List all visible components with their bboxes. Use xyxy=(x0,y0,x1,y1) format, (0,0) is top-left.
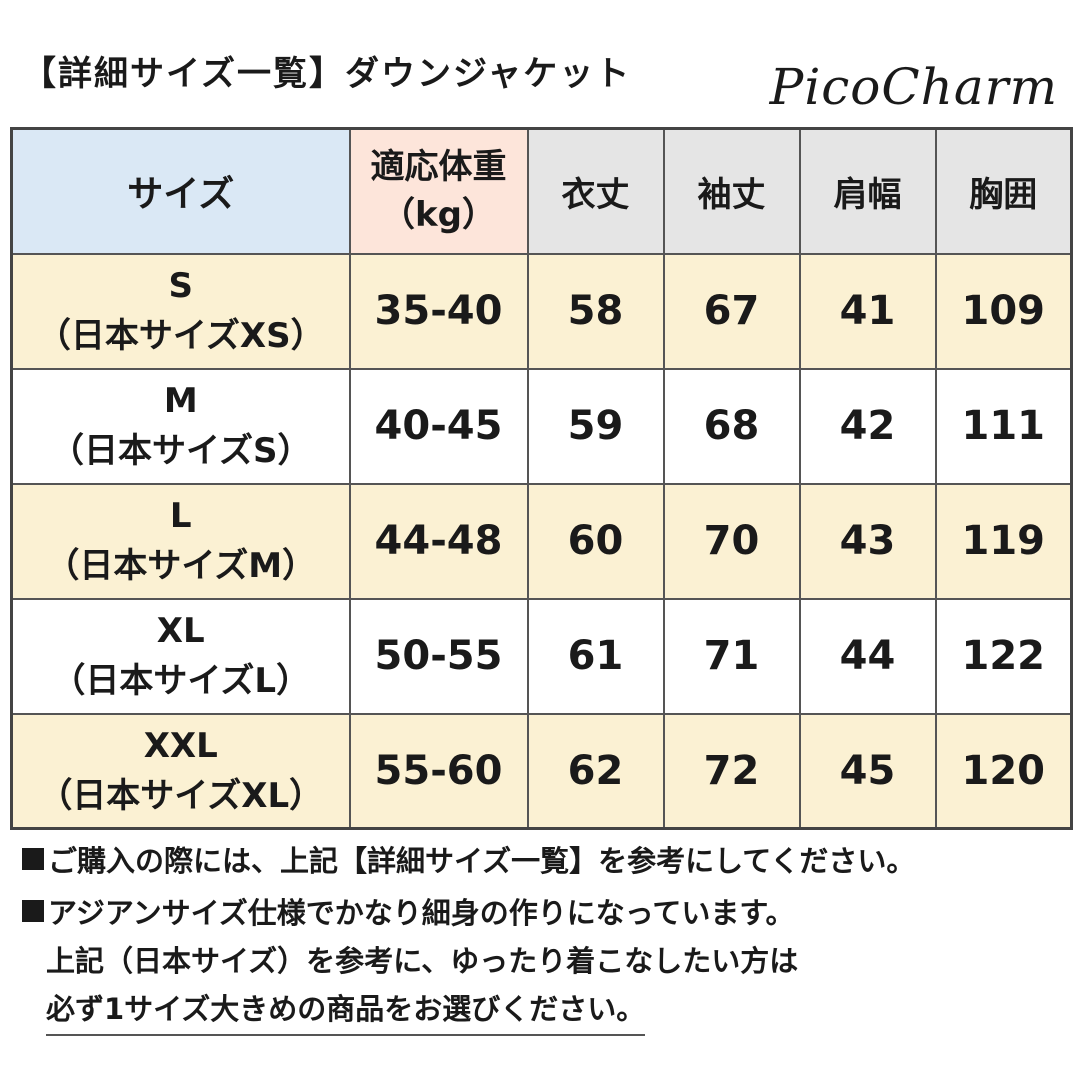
shoulder-cell: 45 xyxy=(798,712,937,830)
size-label: XL xyxy=(156,611,205,651)
table-row: XL （日本サイズL） 50-55 61 71 44 122 xyxy=(10,597,1073,715)
sleeve-cell: 70 xyxy=(662,482,801,600)
sleeve-cell: 71 xyxy=(662,597,801,715)
square-bullet-icon xyxy=(22,848,44,870)
size-cell: XXL （日本サイズXL） xyxy=(10,712,351,830)
size-label: XXL xyxy=(143,725,218,766)
size-table: サイズ 適応体重 （kg） 衣丈 袖丈 肩幅 胸囲 S （日本サイズXS） 35… xyxy=(10,127,1073,830)
note-text: ご購入の際には、上記【詳細サイズ一覧】を参考にしてください。 xyxy=(48,844,916,878)
jp-size-label: （日本サイズL） xyxy=(51,661,311,701)
size-cell: L （日本サイズM） xyxy=(10,482,351,600)
jp-size-label: （日本サイズXS） xyxy=(36,316,325,356)
jp-size-label: （日本サイズXL） xyxy=(38,775,324,816)
header-chest: 胸囲 xyxy=(934,127,1073,255)
header-weight-line1: 適応体重 xyxy=(370,147,507,188)
size-label: L xyxy=(169,496,192,536)
note-line-2: アジアンサイズ仕様でかなり細身の作りになっています。 xyxy=(22,890,794,932)
length-cell: 58 xyxy=(526,252,665,370)
jp-size-label: （日本サイズM） xyxy=(45,546,317,586)
table-row: S （日本サイズXS） 35-40 58 67 41 109 xyxy=(10,252,1073,370)
table-header-row: サイズ 適応体重 （kg） 衣丈 袖丈 肩幅 胸囲 xyxy=(10,127,1073,255)
shoulder-cell: 43 xyxy=(798,482,937,600)
length-cell: 62 xyxy=(526,712,665,830)
table-row: L （日本サイズM） 44-48 60 70 43 119 xyxy=(10,482,1073,600)
note-line-3: 上記（日本サイズ）を参考に、ゆったり着こなしたい方は xyxy=(46,944,799,978)
table-row: XXL （日本サイズXL） 55-60 62 72 45 120 xyxy=(10,712,1073,830)
shoulder-cell: 44 xyxy=(798,597,937,715)
length-cell: 60 xyxy=(526,482,665,600)
brand-logo: PicoCharm xyxy=(769,58,1058,116)
size-cell: XL （日本サイズL） xyxy=(10,597,351,715)
chest-cell: 111 xyxy=(934,367,1073,485)
size-cell: S （日本サイズXS） xyxy=(10,252,351,370)
length-cell: 61 xyxy=(526,597,665,715)
sleeve-cell: 72 xyxy=(662,712,801,830)
note-line-1: ご購入の際には、上記【詳細サイズ一覧】を参考にしてください。 xyxy=(22,838,915,880)
chest-cell: 120 xyxy=(934,712,1073,830)
chest-cell: 109 xyxy=(934,252,1073,370)
shoulder-cell: 42 xyxy=(798,367,937,485)
header-shoulder: 肩幅 xyxy=(798,127,937,255)
length-cell: 59 xyxy=(526,367,665,485)
sleeve-cell: 67 xyxy=(662,252,801,370)
weight-cell: 50-55 xyxy=(348,597,529,715)
note-text: アジアンサイズ仕様でかなり細身の作りになっています。 xyxy=(48,896,795,930)
sleeve-cell: 68 xyxy=(662,367,801,485)
header-weight: 適応体重 （kg） xyxy=(348,127,529,255)
header-length: 衣丈 xyxy=(526,127,665,255)
shoulder-cell: 41 xyxy=(798,252,937,370)
header-sleeve: 袖丈 xyxy=(662,127,801,255)
size-label: M xyxy=(163,381,198,421)
weight-cell: 40-45 xyxy=(348,367,529,485)
page-title: 【詳細サイズ一覧】ダウンジャケット xyxy=(22,54,632,94)
jp-size-label: （日本サイズS） xyxy=(50,431,312,471)
table-row: M （日本サイズS） 40-45 59 68 42 111 xyxy=(10,367,1073,485)
note-line-4: 必ず1サイズ大きめの商品をお選びください。 xyxy=(46,986,646,1036)
weight-cell: 55-60 xyxy=(348,712,529,830)
square-bullet-icon xyxy=(22,900,44,922)
size-label: S xyxy=(168,266,194,306)
weight-cell: 35-40 xyxy=(348,252,529,370)
size-cell: M （日本サイズS） xyxy=(10,367,351,485)
chest-cell: 119 xyxy=(934,482,1073,600)
chest-cell: 122 xyxy=(934,597,1073,715)
header-size: サイズ xyxy=(10,127,351,255)
weight-cell: 44-48 xyxy=(348,482,529,600)
header-weight-line2: （kg） xyxy=(381,195,496,236)
